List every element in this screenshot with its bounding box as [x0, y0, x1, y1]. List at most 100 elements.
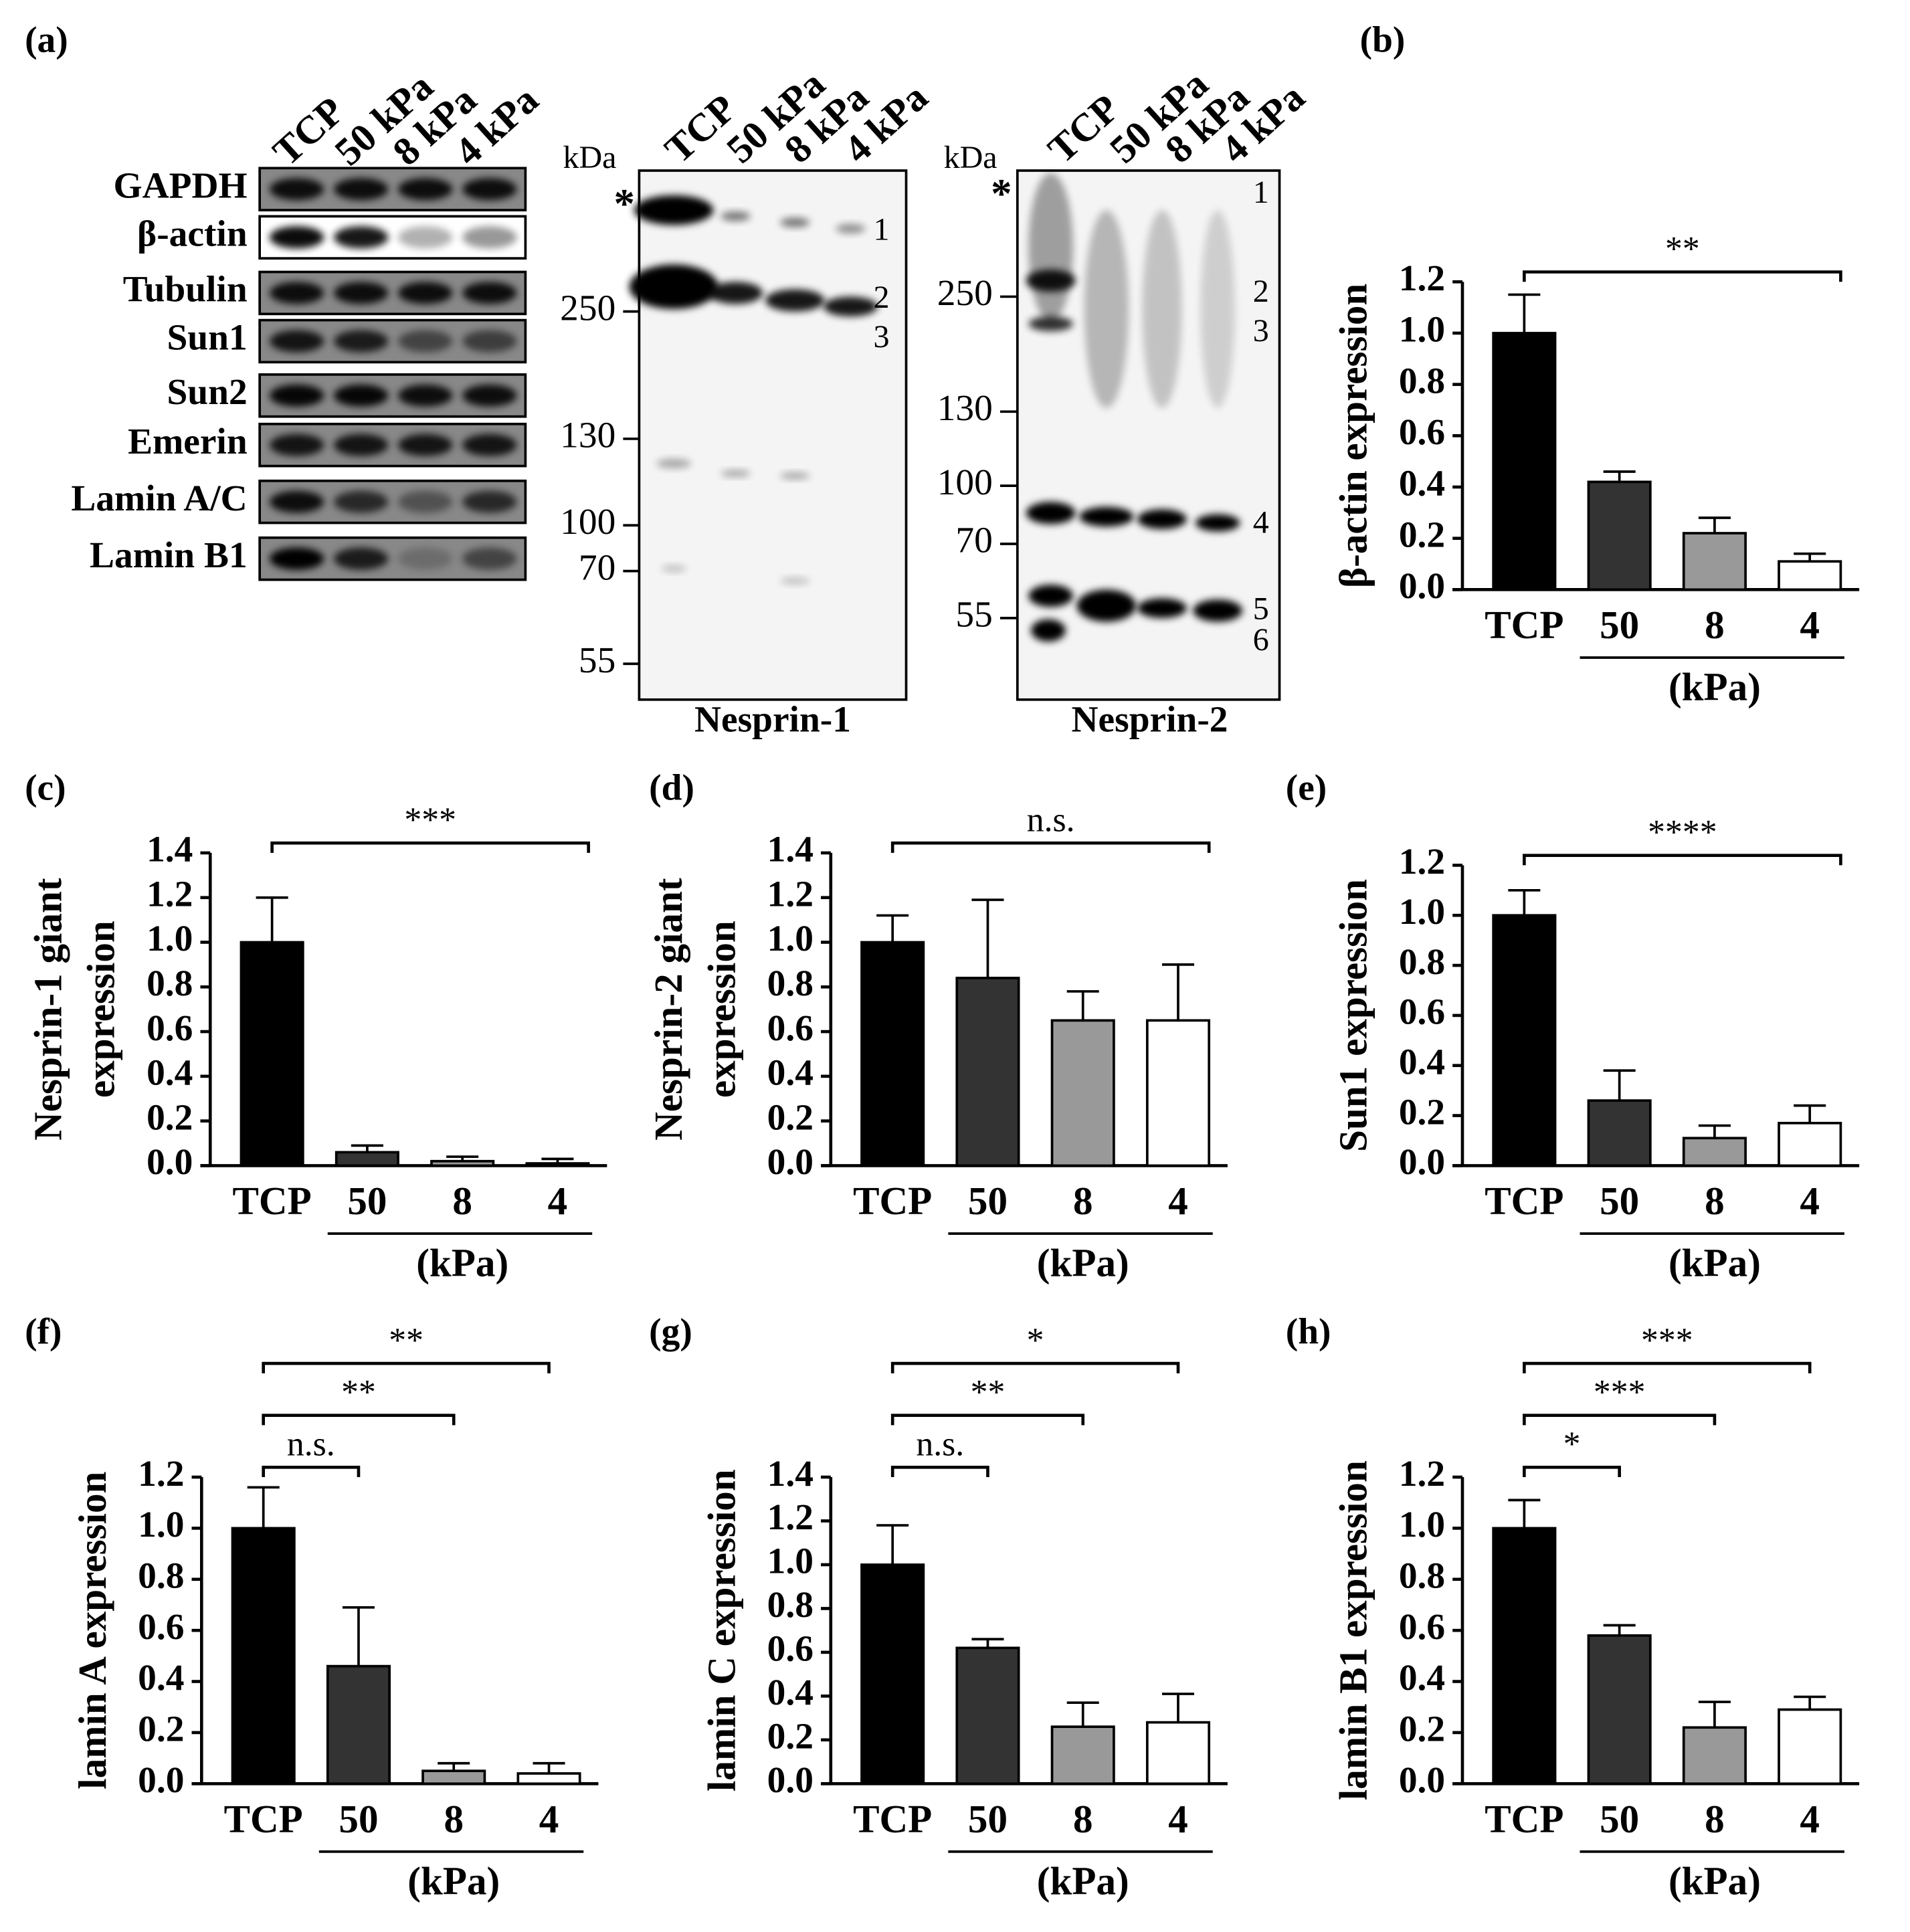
x-tick-label: 50	[968, 1797, 1008, 1841]
x-tick-label: TCP	[1485, 1797, 1563, 1841]
gel-band	[1028, 173, 1073, 322]
y-tick-label: 1.0	[1399, 1504, 1445, 1545]
protein-label: Sun1	[167, 317, 247, 358]
y-tick-label: 0.4	[1399, 1657, 1445, 1698]
protein-label: GAPDH	[114, 165, 248, 205]
significance-label: ***	[1594, 1373, 1646, 1412]
y-tick-label: 1.2	[138, 1453, 184, 1494]
band-number: 1	[874, 211, 890, 247]
blot-band	[462, 178, 517, 201]
marker-label: 100	[937, 462, 993, 502]
y-axis-label: Nesprin-1 giant	[25, 878, 70, 1141]
gel-band	[1076, 589, 1137, 622]
y-tick-label: 1.2	[1399, 258, 1445, 298]
x-tick-label: TCP	[224, 1797, 303, 1841]
blot-band	[398, 330, 453, 353]
x-tick-label: 4	[1168, 1179, 1188, 1223]
y-tick-label: 0.4	[138, 1657, 184, 1698]
band-number: 5	[1253, 591, 1269, 627]
blot-band	[269, 384, 324, 407]
bar	[1050, 1019, 1115, 1167]
y-tick-label: 0.8	[1399, 941, 1445, 982]
blot-band	[398, 226, 453, 249]
y-tick-label: 0.4	[1399, 463, 1445, 504]
y-tick-label: 1.0	[147, 918, 193, 959]
unit-label: (kPa)	[416, 1240, 508, 1284]
y-tick-label: 0.2	[1399, 1709, 1445, 1749]
significance-bracket	[890, 1465, 989, 1478]
significance-label: n.s.	[287, 1426, 335, 1464]
y-axis-label: lamin A expression	[70, 1472, 114, 1790]
significance-bracket	[262, 1414, 456, 1426]
x-tick-label: 50	[968, 1179, 1008, 1223]
y-tick-label: 0.6	[767, 1007, 814, 1048]
significance-bracket	[270, 841, 590, 853]
bar	[1050, 1725, 1115, 1785]
gel-band	[780, 577, 810, 585]
blot-band	[398, 433, 453, 456]
blot-band	[398, 547, 453, 570]
gel-band	[721, 211, 751, 221]
blot-band	[462, 384, 517, 407]
significance-bracket	[262, 1465, 361, 1478]
protein-label: Sun2	[167, 371, 247, 412]
gel-band	[1137, 509, 1187, 529]
gel-band	[721, 470, 751, 478]
significance-bracket	[1523, 1361, 1812, 1373]
protein-label: Tubulin	[123, 269, 248, 310]
blot-band	[269, 226, 324, 249]
kda-label: kDa	[563, 140, 616, 175]
x-tick-label: 50	[1600, 1797, 1639, 1841]
blot-band	[269, 330, 324, 353]
y-axis-label: lamin B1 expression	[1331, 1460, 1375, 1800]
significance-bracket	[890, 841, 1211, 853]
gel-band	[1084, 210, 1129, 408]
significance-bracket	[1523, 854, 1842, 866]
unit-label: (kPa)	[1668, 1858, 1761, 1903]
bar	[1587, 1099, 1652, 1167]
gel-band	[629, 264, 719, 309]
blot-band	[269, 547, 324, 570]
unit-label: (kPa)	[1037, 1240, 1129, 1284]
panel-label: (h)	[1286, 1311, 1331, 1351]
blot-band	[398, 282, 453, 304]
y-tick-label: 0.2	[1399, 1091, 1445, 1132]
x-tick-label: 4	[1168, 1797, 1188, 1841]
panel-label: (e)	[1286, 767, 1327, 807]
significance-label: **	[1665, 230, 1700, 268]
bar	[326, 1664, 391, 1785]
y-tick-label: 1.4	[147, 829, 193, 870]
y-tick-label: 0.8	[767, 1584, 814, 1625]
panel-label: (g)	[649, 1311, 692, 1351]
y-tick-label: 0.2	[767, 1716, 814, 1757]
y-tick-label: 1.0	[1399, 309, 1445, 350]
significance-label: *	[1027, 1321, 1044, 1359]
gel-band	[1193, 599, 1243, 622]
x-tick-label: TCP	[1485, 1179, 1563, 1223]
band-number: 3	[874, 319, 890, 355]
y-tick-label: 0.8	[1399, 1555, 1445, 1596]
significance-label: *	[1563, 1426, 1581, 1464]
y-axis-label: expression	[79, 921, 123, 1098]
y-axis-label: Nesprin-2 giant	[646, 878, 690, 1141]
blot-band	[334, 330, 389, 353]
protein-label: Emerin	[128, 421, 248, 462]
bar	[860, 1563, 925, 1785]
x-tick-label: 8	[1073, 1179, 1093, 1223]
asterisk: *	[614, 180, 635, 227]
panel-label: (c)	[25, 767, 66, 807]
y-tick-label: 0.8	[138, 1555, 184, 1596]
significance-label: **	[341, 1373, 376, 1412]
x-tick-label: 8	[1073, 1797, 1093, 1841]
gel-band	[823, 296, 878, 317]
asterisk: *	[991, 170, 1012, 217]
marker-label: 55	[579, 640, 615, 680]
blot-band	[462, 282, 517, 304]
band-number: 2	[1253, 274, 1269, 309]
gel-band	[708, 282, 763, 304]
x-tick-label: 50	[347, 1179, 387, 1223]
y-axis-label: lamin C expression	[699, 1469, 743, 1792]
protein-label: Lamin A/C	[71, 478, 247, 518]
